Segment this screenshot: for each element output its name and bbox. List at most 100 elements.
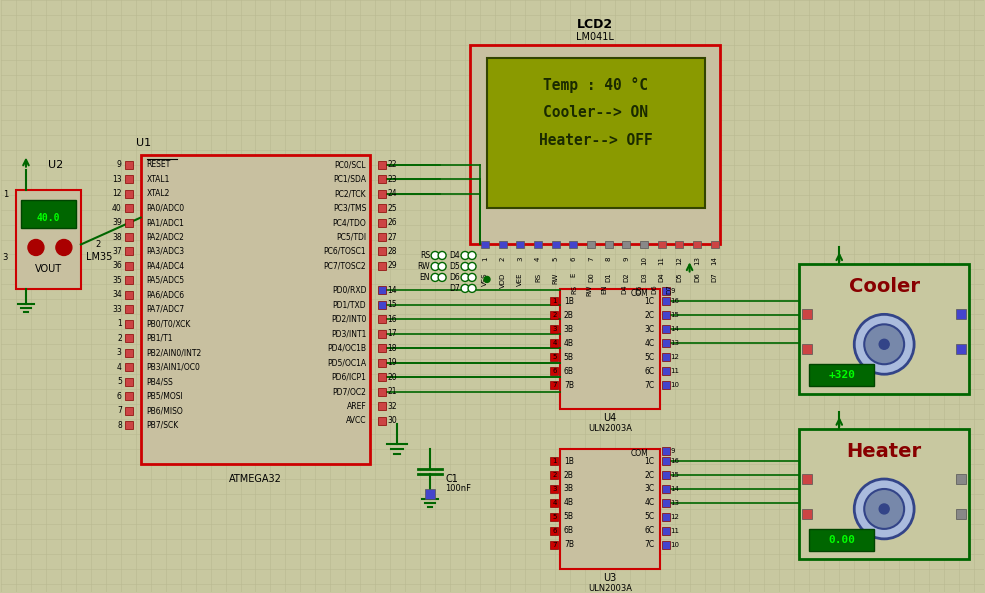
Bar <box>125 204 133 212</box>
Text: PD3/INT1: PD3/INT1 <box>331 329 366 338</box>
Text: D0: D0 <box>588 272 594 282</box>
Text: 14: 14 <box>671 326 680 332</box>
Text: 5: 5 <box>553 354 557 361</box>
Text: 39: 39 <box>112 218 122 227</box>
Text: 12: 12 <box>112 189 122 198</box>
Text: PD0/RXD: PD0/RXD <box>332 286 366 295</box>
Bar <box>803 310 813 320</box>
Bar <box>662 288 670 295</box>
Bar <box>956 474 966 484</box>
Text: 3C: 3C <box>644 325 655 334</box>
Text: U1: U1 <box>136 138 151 148</box>
Text: 4C: 4C <box>644 499 655 508</box>
Text: 14: 14 <box>671 486 680 492</box>
Text: LCD2: LCD2 <box>577 18 613 31</box>
Text: 9: 9 <box>624 256 629 261</box>
Bar <box>710 241 718 248</box>
Bar <box>487 58 704 208</box>
Text: 25: 25 <box>387 203 397 212</box>
Text: U2: U2 <box>48 160 63 170</box>
Text: EN: EN <box>602 285 608 294</box>
Text: E: E <box>570 272 576 277</box>
Text: VSS: VSS <box>482 272 488 286</box>
Text: 5: 5 <box>553 256 558 261</box>
Text: 4: 4 <box>553 500 557 506</box>
Text: 6: 6 <box>553 528 557 534</box>
Text: XTAL2: XTAL2 <box>147 189 170 198</box>
Text: 5C: 5C <box>644 353 655 362</box>
Text: 7: 7 <box>117 406 122 415</box>
Bar <box>803 474 813 484</box>
Text: 8: 8 <box>606 256 612 261</box>
Text: D6: D6 <box>693 272 700 282</box>
FancyBboxPatch shape <box>470 45 719 244</box>
Text: PB1/T1: PB1/T1 <box>147 334 173 343</box>
Text: 3: 3 <box>3 253 8 262</box>
Bar <box>662 381 670 389</box>
Text: Heater--> OFF: Heater--> OFF <box>539 133 653 148</box>
Text: PA3/ADC3: PA3/ADC3 <box>147 247 185 256</box>
Text: 7C: 7C <box>644 540 655 549</box>
Bar <box>378 247 386 256</box>
Text: 2B: 2B <box>563 470 573 480</box>
Bar <box>378 161 386 168</box>
Text: 35: 35 <box>112 276 122 285</box>
Text: 2: 2 <box>117 334 122 343</box>
Bar <box>378 330 386 338</box>
FancyBboxPatch shape <box>141 155 370 464</box>
Text: 29: 29 <box>387 262 397 270</box>
Text: 16: 16 <box>671 298 680 304</box>
Text: 21: 21 <box>387 387 397 396</box>
Text: ATMEGA32: ATMEGA32 <box>230 474 282 484</box>
Bar <box>662 311 670 320</box>
Bar <box>378 262 386 270</box>
Bar <box>378 233 386 241</box>
Text: 6: 6 <box>553 368 557 374</box>
Text: PB0/T0/XCK: PB0/T0/XCK <box>147 319 191 329</box>
Bar <box>676 241 684 248</box>
Circle shape <box>56 240 72 256</box>
Bar <box>125 161 133 168</box>
Text: 13: 13 <box>671 500 680 506</box>
Bar <box>587 241 595 248</box>
Circle shape <box>854 479 914 539</box>
FancyBboxPatch shape <box>16 190 81 289</box>
Text: 6C: 6C <box>644 366 655 376</box>
Text: 12: 12 <box>677 256 683 265</box>
Bar <box>125 233 133 241</box>
Bar <box>378 301 386 309</box>
Bar <box>125 378 133 385</box>
Bar <box>125 175 133 183</box>
Bar <box>534 241 542 248</box>
Text: PC2/TCK: PC2/TCK <box>335 189 366 198</box>
Bar <box>662 513 670 521</box>
Text: 40: 40 <box>112 203 122 212</box>
Circle shape <box>431 263 439 270</box>
Bar <box>662 471 670 479</box>
Bar <box>550 513 558 521</box>
Text: D5: D5 <box>449 262 460 271</box>
Text: RW: RW <box>587 285 593 296</box>
Text: 5: 5 <box>553 514 557 520</box>
Text: 2: 2 <box>553 472 557 478</box>
Circle shape <box>854 314 914 374</box>
Text: RW: RW <box>418 262 430 271</box>
Circle shape <box>438 251 446 260</box>
Text: PB7/SCK: PB7/SCK <box>147 420 179 429</box>
Text: 12: 12 <box>671 514 680 520</box>
Text: PC5/TDI: PC5/TDI <box>336 232 366 241</box>
Text: LM041L: LM041L <box>576 32 614 42</box>
Text: 30: 30 <box>387 416 397 425</box>
Text: VDD: VDD <box>499 272 505 288</box>
Text: PC6/TOSC1: PC6/TOSC1 <box>324 247 366 256</box>
Text: 13: 13 <box>671 340 680 346</box>
Bar <box>550 499 558 507</box>
Text: 1: 1 <box>482 256 488 261</box>
Text: D3: D3 <box>641 272 647 282</box>
Text: 28: 28 <box>387 247 397 256</box>
Circle shape <box>484 276 490 282</box>
Text: 6C: 6C <box>644 527 655 535</box>
Text: 6B: 6B <box>563 527 574 535</box>
Circle shape <box>880 339 889 349</box>
Text: 37: 37 <box>112 247 122 256</box>
